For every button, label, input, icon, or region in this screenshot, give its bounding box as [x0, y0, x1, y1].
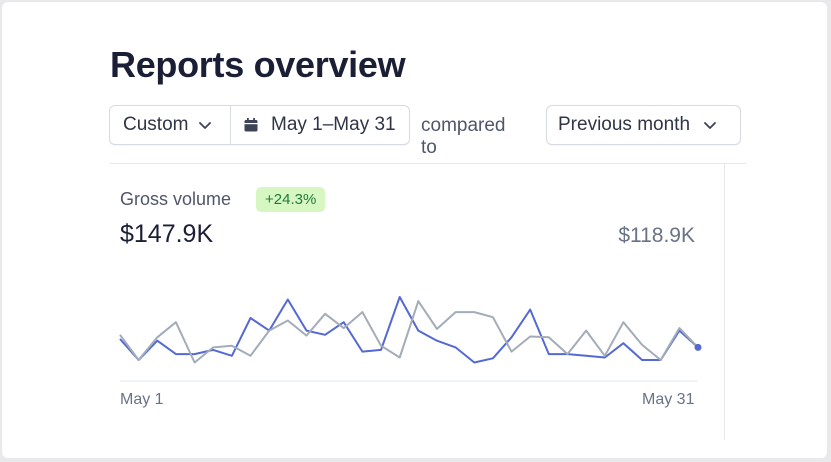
- series-previous-line: [119, 300, 699, 364]
- divider-vertical: [724, 164, 725, 440]
- date-range-picker[interactable]: May 1–May 31: [231, 106, 409, 144]
- comparison-label: Previous month: [558, 114, 691, 135]
- gross-volume-chart: [119, 296, 702, 382]
- metric-label: Gross volume: [120, 189, 232, 209]
- comparison-dropdown[interactable]: Previous month: [546, 105, 741, 145]
- chevron-down-icon: [199, 122, 212, 129]
- page-title: Reports overview: [110, 44, 406, 85]
- date-filter-group: Custom May 1–May 31: [109, 105, 410, 145]
- x-axis-label-start: May 1: [120, 391, 164, 408]
- range-preset-label: Custom: [123, 114, 189, 135]
- divider-horizontal: [110, 163, 746, 164]
- series-current-line: [119, 296, 699, 364]
- change-badge: +24.3%: [256, 187, 326, 212]
- chevron-down-icon: [704, 122, 716, 129]
- x-axis-label-end: May 31: [642, 391, 695, 408]
- compared-to-label: compared to: [421, 115, 506, 158]
- metric-previous-value: $118.9K: [618, 224, 695, 247]
- series-current-end-point: [694, 343, 702, 351]
- metric-value: $147.9K: [120, 220, 214, 248]
- date-range-label: May 1–May 31: [271, 114, 396, 135]
- reports-panel: Reports overview Custom May 1–May 31 com…: [2, 2, 827, 458]
- calendar-icon: [244, 118, 258, 132]
- range-preset-dropdown[interactable]: Custom: [110, 106, 231, 144]
